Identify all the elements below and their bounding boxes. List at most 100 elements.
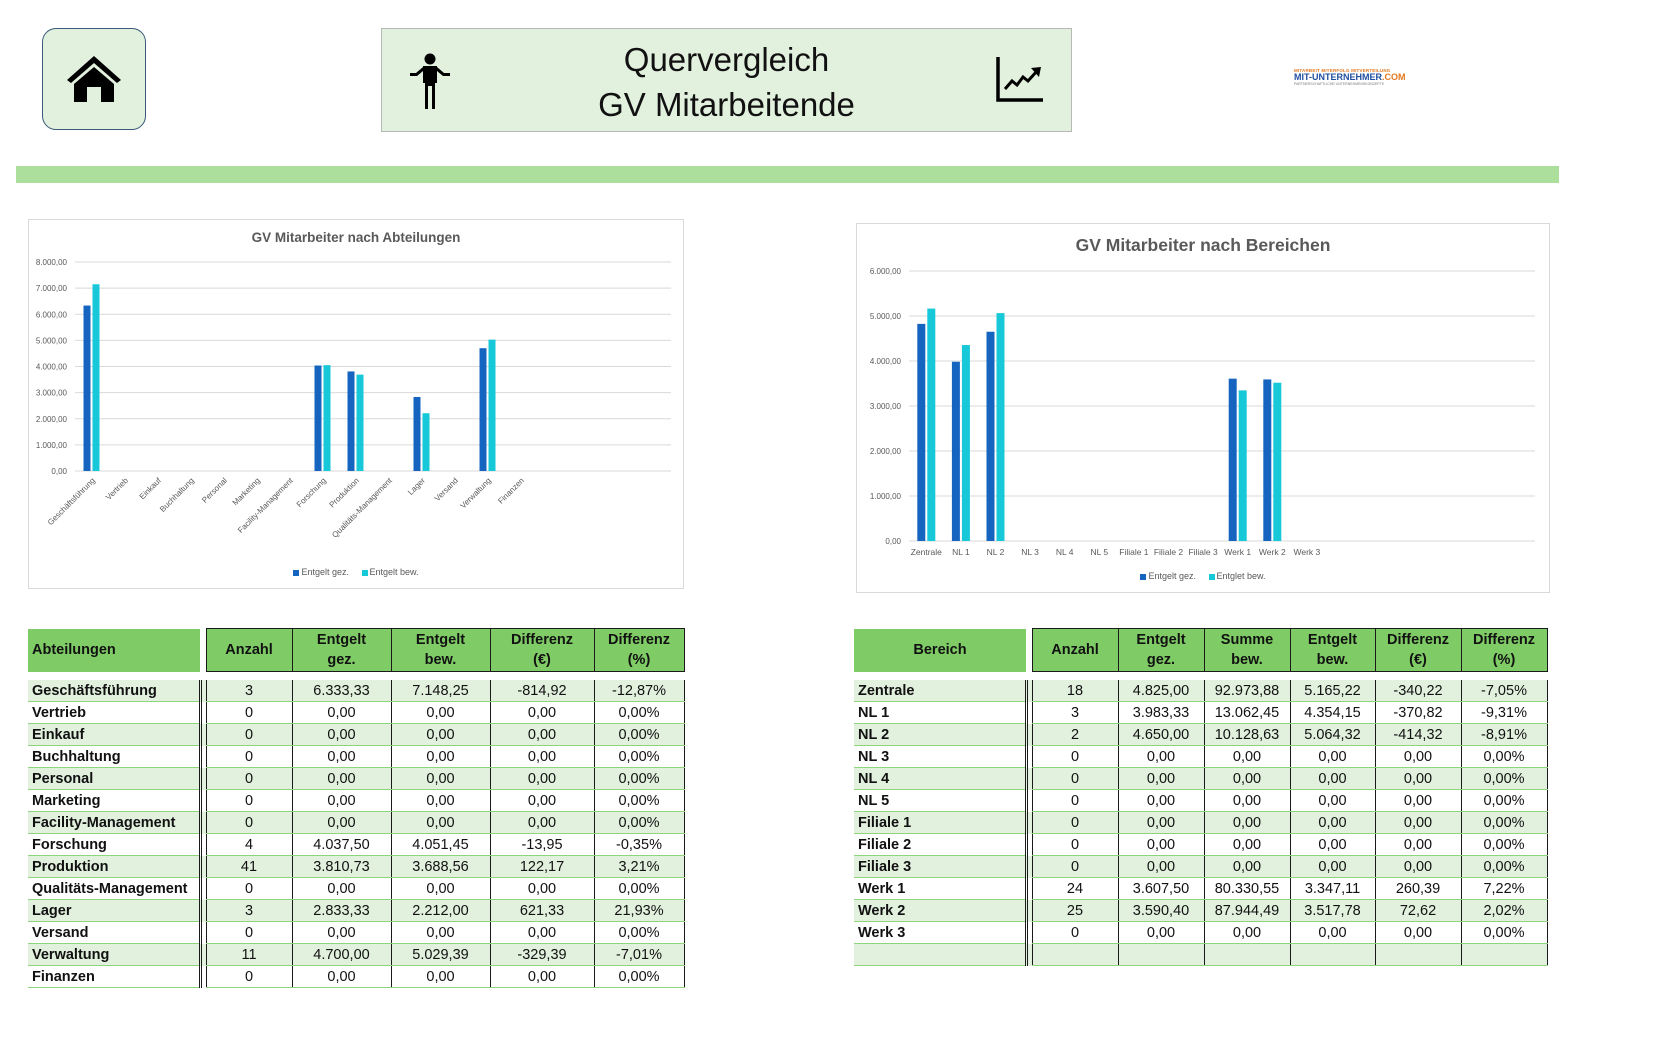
table-row: Verwaltung 11 4.700,00 5.029,39 -329,39 -7,01… xyxy=(28,943,685,966)
chart-legend: Entgelt gez. Entglet bew. xyxy=(857,571,1549,581)
chart-legend: Entgelt gez. Entgelt bew. xyxy=(29,567,683,577)
table-cell: 92.973,88 xyxy=(1203,680,1291,702)
x-tick-label: Filiale 1 xyxy=(1119,547,1149,557)
table-cell: 2 xyxy=(1031,723,1119,746)
table-cell: 0,00 xyxy=(1374,811,1462,834)
table-cell: 3,21% xyxy=(593,855,685,878)
table-cell: 3 xyxy=(205,680,293,702)
table-cell: 4 xyxy=(205,833,293,856)
x-tick-label: Finanzen xyxy=(496,476,526,506)
table-cell: 11 xyxy=(205,943,293,966)
table-cell: -0,35% xyxy=(593,833,685,856)
table-cell: 0,00 xyxy=(291,921,392,944)
bar-series1 xyxy=(917,323,926,541)
table-cell: 0,00 xyxy=(1203,811,1291,834)
row-label: NL 3 xyxy=(854,745,1028,768)
y-tick-label: 6.000,00 xyxy=(870,267,902,276)
bar-series1 xyxy=(1263,379,1272,541)
table-cell: 0,00 xyxy=(1289,745,1376,768)
chart-title: GV Mitarbeiter nach Abteilungen xyxy=(251,230,461,245)
table-cell: 0,00% xyxy=(1460,855,1548,878)
logo-subtitle: PARTNERSCHAFTLICHE UNTERNEHMENSKONZEPTE xyxy=(1294,82,1385,86)
table-row: NL 2 2 4.650,00 10.128,63 5.064,32 -414,32 -8,… xyxy=(854,723,1548,746)
table-cell: 0,00 xyxy=(489,965,595,988)
table-row: Qualitäts-Management 0 0,00 0,00 0,00 0,00% xyxy=(28,877,685,900)
table-cell: 0,00 xyxy=(1374,745,1462,768)
bar-series1 xyxy=(314,365,322,471)
table-cell: 0,00% xyxy=(1460,811,1548,834)
table-row: Produktion 41 3.810,73 3.688,56 122,17 3,21% xyxy=(28,855,685,878)
header-divider xyxy=(16,166,1559,183)
table-cell: 0,00 xyxy=(291,767,392,790)
row-label: Vertrieb xyxy=(28,701,202,724)
table-row: Einkauf 0 0,00 0,00 0,00 0,00% xyxy=(28,723,685,746)
bar-series2 xyxy=(1273,382,1282,541)
table-cell: 0,00 xyxy=(1289,767,1376,790)
table-cell: 0,00 xyxy=(390,965,491,988)
column-gap xyxy=(1024,789,1032,812)
table-cell: 2,02% xyxy=(1460,899,1548,922)
table-cell: -9,31% xyxy=(1460,701,1548,724)
row-label: Produktion xyxy=(28,855,202,878)
table-row: NL 5 0 0,00 0,00 0,00 0,00 0,00% xyxy=(854,789,1548,812)
x-tick-label: Buchhaltung xyxy=(158,476,196,514)
y-tick-label: 1.000,00 xyxy=(36,441,68,450)
table-row: Personal 0 0,00 0,00 0,00 0,00% xyxy=(28,767,685,790)
table-row xyxy=(854,943,1548,966)
column-gap xyxy=(198,965,206,988)
row-label: Werk 1 xyxy=(854,877,1028,900)
table-cell: 0 xyxy=(205,701,293,724)
row-label: Filiale 2 xyxy=(854,833,1028,856)
table-cell: 0 xyxy=(1031,811,1119,834)
legend-label: Entgelt bew. xyxy=(369,567,419,577)
table-cell: 0,00 xyxy=(1374,789,1462,812)
bar-series2 xyxy=(92,284,100,471)
x-tick-label: Geschäftsführung xyxy=(46,476,97,527)
table-row: Filiale 2 0 0,00 0,00 0,00 0,00 0,00% xyxy=(854,833,1548,856)
column-gap xyxy=(198,701,206,724)
table-row: Werk 3 0 0,00 0,00 0,00 0,00 0,00% xyxy=(854,921,1548,944)
bar-series1 xyxy=(83,305,91,471)
table-cell: 25 xyxy=(1031,899,1119,922)
chart-plot-area: 0,00 1.000,00 2.000,00 3.000,00 4.000,00 5.00… xyxy=(870,267,1535,557)
home-button[interactable] xyxy=(42,28,146,130)
x-tick-label: Facility-Management xyxy=(236,476,295,535)
table-cell: 0,00 xyxy=(1289,855,1376,878)
table-cell: 122,17 xyxy=(489,855,595,878)
legend-item-series1: Entgelt gez. xyxy=(1140,571,1196,581)
x-tick-label: NL 1 xyxy=(952,547,970,557)
x-tick-label: Einkauf xyxy=(138,476,164,502)
chart-bereiche: GV Mitarbeiter nach Bereichen 0,00 1.000,… xyxy=(856,223,1550,593)
table-cell: 0,00 xyxy=(390,723,491,746)
page-title-box: Quervergleich GV Mitarbeitende xyxy=(381,28,1072,132)
person-icon xyxy=(410,53,450,109)
x-tick-label: Filiale 3 xyxy=(1188,547,1218,557)
table-cell: 0,00 xyxy=(1374,767,1462,790)
bar-series2 xyxy=(323,365,331,471)
table-cell: 0,00 xyxy=(489,877,595,900)
table-cell: 0,00 xyxy=(291,745,392,768)
legend-label: Entgelt gez. xyxy=(1148,571,1196,581)
row-label: Geschäftsführung xyxy=(28,680,202,702)
table-cell: 3 xyxy=(1031,701,1119,724)
column-gap xyxy=(1024,943,1032,966)
logo-wordmark: MIT-UNTERNEHMER.COM xyxy=(1294,73,1406,82)
row-label: Werk 2 xyxy=(854,899,1028,922)
table-cell: -414,32 xyxy=(1374,723,1462,746)
row-label: Verwaltung xyxy=(28,943,202,966)
legend-item-series2: Entgelt bew. xyxy=(361,567,419,577)
table-row: NL 1 3 3.983,33 13.062,45 4.354,15 -370,82 -9,… xyxy=(854,701,1548,724)
table-header-row: Bereich Anzahl Entgelt gez. Summe bew. Entgelt… xyxy=(854,628,1548,672)
table-cell: 21,93% xyxy=(593,899,685,922)
table-cell: 0 xyxy=(1031,789,1119,812)
table-row: Versand 0 0,00 0,00 0,00 0,00% xyxy=(28,921,685,944)
table-cell: 87.944,49 xyxy=(1203,899,1291,922)
table-cell: 0,00 xyxy=(291,877,392,900)
table-cell: 0,00% xyxy=(1460,745,1548,768)
y-tick-label: 4.000,00 xyxy=(36,363,68,372)
table-cell: 0,00 xyxy=(291,811,392,834)
row-label: NL 5 xyxy=(854,789,1028,812)
column-gap xyxy=(1024,701,1032,724)
title-line-1: Quervergleich xyxy=(623,41,830,78)
table-cell: 260,39 xyxy=(1374,877,1462,900)
